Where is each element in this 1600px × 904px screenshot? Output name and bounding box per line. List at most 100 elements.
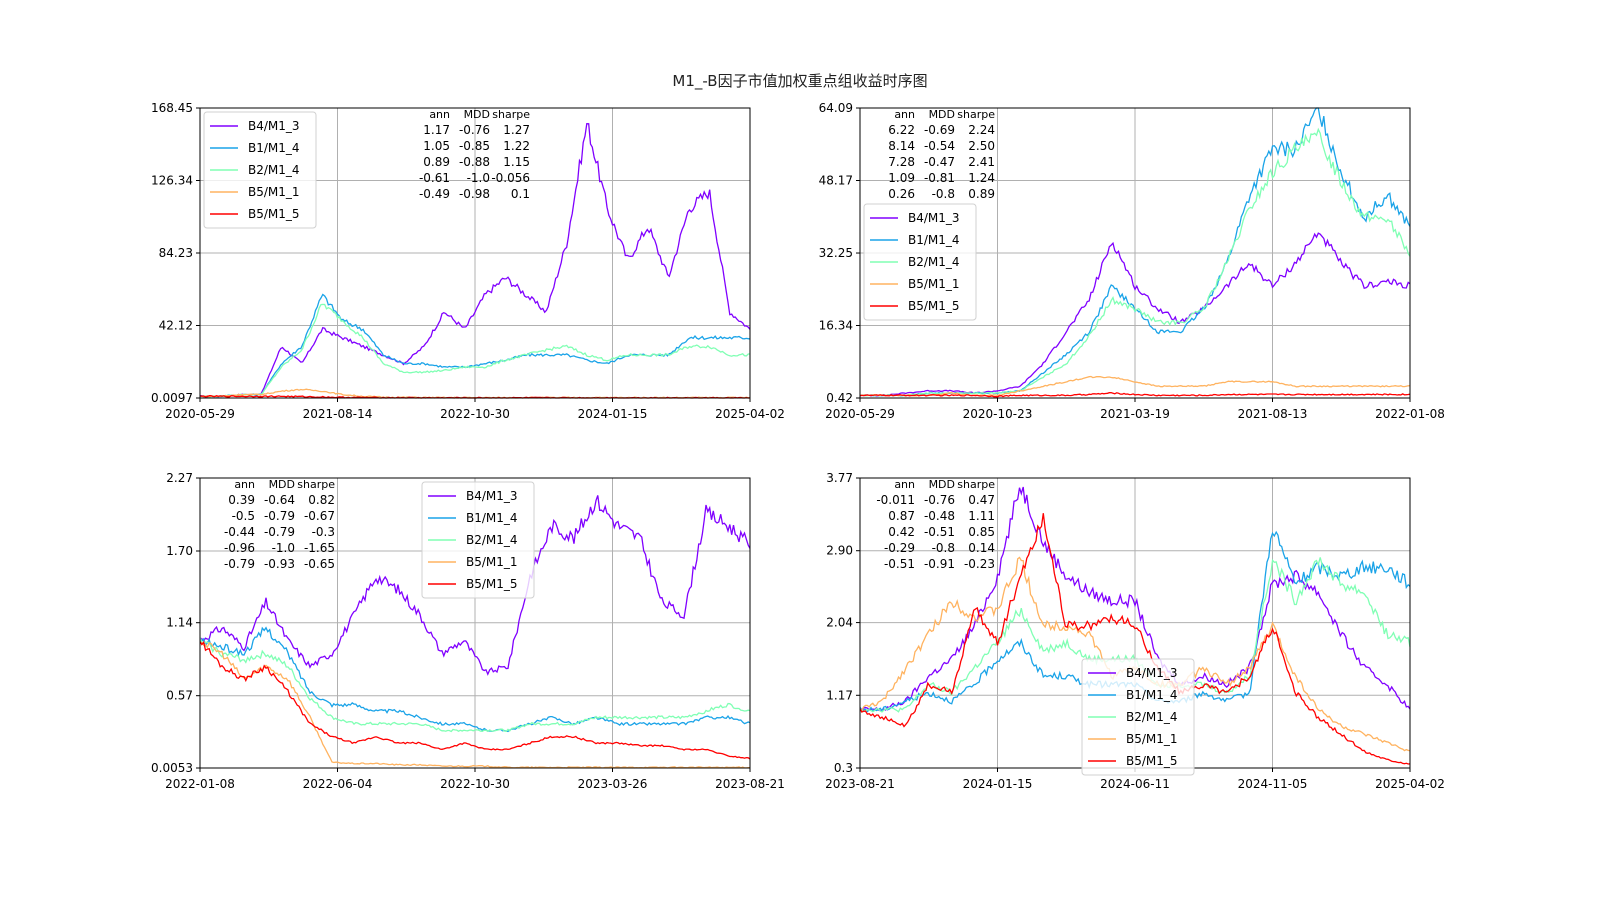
stats-cell: -0.48 — [924, 509, 955, 523]
series-line-B5-M1-1 — [859, 375, 1411, 397]
stats-cell: -0.51 — [924, 525, 955, 539]
x-tick-label: 2021-03-19 — [1100, 407, 1170, 421]
legend-box — [863, 203, 977, 321]
stats-cell: 8.14 — [888, 139, 915, 153]
stats-cell: -0.65 — [304, 557, 335, 571]
stats-cell: -0.51 — [884, 557, 915, 571]
y-tick-label: 16.34 — [819, 318, 853, 332]
series-line-B1-M1-4 — [199, 626, 751, 733]
stats-cell: -0.98 — [459, 187, 490, 201]
stats-cell: -0.76 — [459, 123, 490, 137]
chart-panel-2: 0.42 16.34 32.25 48.17 64.09 2020-05-29 2020-1… — [819, 101, 1445, 421]
legend-box — [1081, 658, 1195, 776]
stats-table: ann MDD sharpe -0.011 -0.76 0.47 0.87 -0.48 1.11… — [876, 478, 995, 571]
stats-header-MDD: MDD — [269, 478, 295, 491]
stats-cell: 1.22 — [503, 139, 530, 153]
y-tick-label: 0.42 — [826, 391, 853, 405]
stats-header-MDD: MDD — [464, 108, 490, 121]
stats-cell: 0.14 — [968, 541, 995, 555]
x-tick-label: 2022-01-08 — [165, 777, 235, 791]
stats-header-sharpe: sharpe — [297, 478, 335, 491]
legend-label: B2/M1_4 — [466, 533, 518, 547]
stats-header-sharpe: sharpe — [492, 108, 530, 121]
legend: B4/M1_3 B1/M1_4 B2/M1_4 B5/M1_1 B5/M1_5 — [863, 203, 977, 321]
stats-cell: -1.65 — [304, 541, 335, 555]
stats-cell: -0.79 — [264, 525, 295, 539]
stats-cell: -0.3 — [312, 525, 335, 539]
stats-cell: -0.81 — [924, 171, 955, 185]
stats-cell: 1.27 — [503, 123, 530, 137]
stats-cell: 1.17 — [423, 123, 450, 137]
y-tick-label: 0.57 — [166, 689, 193, 703]
stats-cell: -0.85 — [459, 139, 490, 153]
stats-cell: 1.05 — [423, 139, 450, 153]
stats-cell: -0.44 — [224, 525, 255, 539]
y-tick-label: 0.0097 — [151, 391, 193, 405]
legend-label: B5/M1_5 — [466, 577, 518, 591]
stats-cell: 2.24 — [968, 123, 995, 137]
stats-cell: -0.011 — [876, 493, 915, 507]
stats-header-ann: ann — [894, 108, 915, 121]
stats-cell: -0.67 — [304, 509, 335, 523]
y-tick-label: 1.70 — [166, 544, 193, 558]
legend: B4/M1_3 B1/M1_4 B2/M1_4 B5/M1_1 B5/M1_5 — [1081, 658, 1195, 776]
stats-cell: 2.50 — [968, 139, 995, 153]
y-tick-label: 42.12 — [159, 318, 193, 332]
stats-cell: 1.11 — [968, 509, 995, 523]
legend-label: B4/M1_3 — [248, 119, 300, 133]
stats-cell: -0.29 — [884, 541, 915, 555]
series-line-B5-M1-5 — [859, 513, 1411, 765]
legend-label: B4/M1_3 — [1126, 666, 1178, 680]
x-tick-label: 2024-01-15 — [578, 407, 648, 421]
y-tick-label: 1.17 — [826, 688, 853, 702]
series-line-B4-M1-3 — [859, 232, 1411, 397]
stats-table: ann MDD sharpe 1.17 -0.76 1.27 1.05 -0.85 1.22 0.… — [419, 108, 530, 201]
stats-cell: 1.24 — [968, 171, 995, 185]
stats-cell: 0.42 — [888, 525, 915, 539]
legend-label: B5/M1_1 — [248, 185, 300, 199]
legend-label: B4/M1_3 — [466, 489, 518, 503]
x-tick-label: 2024-01-15 — [963, 777, 1033, 791]
legend-label: B5/M1_1 — [466, 555, 518, 569]
series-line-B5-M1-5 — [859, 391, 1411, 398]
plot-frame — [199, 107, 751, 399]
stats-cell: -0.5 — [232, 509, 255, 523]
stats-cell: -0.79 — [264, 509, 295, 523]
stats-cell: 0.82 — [308, 493, 335, 507]
series-line-B2-M1-4 — [199, 303, 750, 398]
stats-cell: 1.09 — [888, 171, 915, 185]
x-tick-label: 2023-08-21 — [825, 777, 895, 791]
x-tick-label: 2022-06-04 — [303, 777, 373, 791]
stats-header-MDD: MDD — [929, 108, 955, 121]
x-tick-label: 2024-06-11 — [1100, 777, 1170, 791]
y-tick-label: 84.23 — [159, 246, 193, 260]
stats-header-sharpe: sharpe — [957, 108, 995, 121]
legend-label: B5/M1_1 — [1126, 732, 1178, 746]
x-tick-label: 2024-11-05 — [1238, 777, 1308, 791]
legend-label: B5/M1_5 — [908, 299, 960, 313]
stats-cell: -0.69 — [924, 123, 955, 137]
y-tick-label: 126.34 — [151, 173, 193, 187]
x-tick-label: 2023-08-21 — [715, 777, 785, 791]
legend-label: B4/M1_3 — [908, 211, 960, 225]
plot-frame — [859, 107, 1411, 399]
figure-title: M1_-B因子市值加权重点组收益时序图 — [672, 72, 928, 90]
stats-cell: -0.61 — [419, 171, 450, 185]
x-tick-label: 2025-04-02 — [715, 407, 785, 421]
series-line-B4-M1-3 — [859, 486, 1411, 712]
stats-cell: -0.8 — [932, 187, 955, 201]
y-tick-label: 32.25 — [819, 246, 853, 260]
stats-cell: -0.23 — [964, 557, 995, 571]
legend-label: B2/M1_4 — [1126, 710, 1178, 724]
legend-label: B5/M1_1 — [908, 277, 960, 291]
x-tick-label: 2022-01-08 — [1375, 407, 1445, 421]
stats-cell: -0.91 — [924, 557, 955, 571]
stats-cell: 0.89 — [968, 187, 995, 201]
stats-cell: -0.79 — [224, 557, 255, 571]
legend-label: B2/M1_4 — [248, 163, 300, 177]
stats-cell: 0.47 — [968, 493, 995, 507]
series-line-B2-M1-4 — [199, 637, 751, 733]
stats-header-ann: ann — [234, 478, 255, 491]
